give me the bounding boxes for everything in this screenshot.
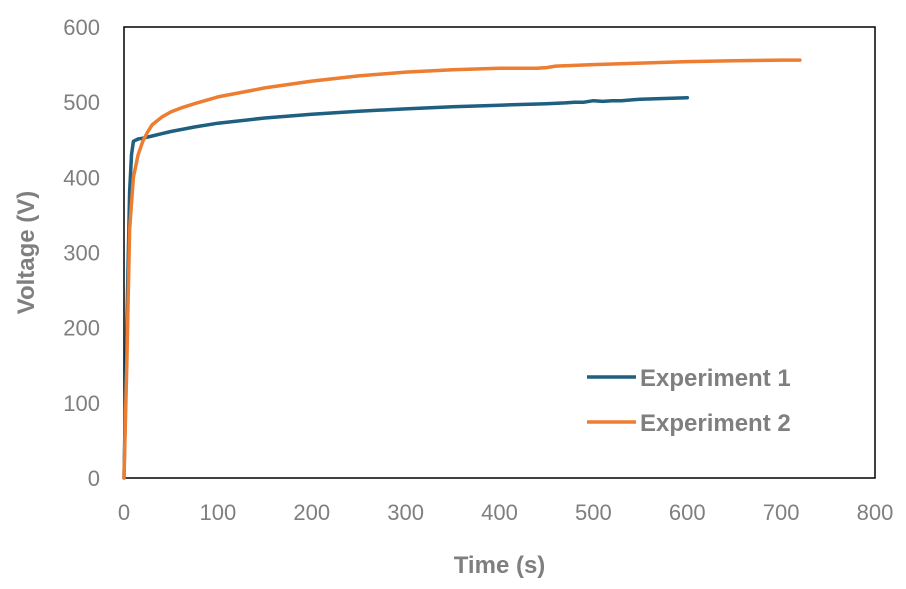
x-tick-label: 800: [857, 500, 894, 525]
y-tick-label: 400: [63, 165, 100, 190]
y-axis-title: Voltage (V): [13, 191, 40, 315]
y-tick-label: 100: [63, 391, 100, 416]
legend-label-experiment-1: Experiment 1: [640, 365, 791, 392]
y-tick-label: 200: [63, 316, 100, 341]
legend-label-experiment-2: Experiment 2: [640, 410, 791, 437]
series-line-experiment-2: [122, 58, 802, 480]
y-tick-label: 0: [88, 466, 100, 491]
y-tick-label: 300: [63, 241, 100, 266]
y-axis-ticks: 0 100 200 300 400 500 600: [63, 15, 100, 491]
x-tick-label: 400: [481, 500, 518, 525]
legend: Experiment 1 Experiment 2: [587, 365, 791, 437]
x-axis-title: Time (s): [454, 552, 546, 579]
y-tick-label: 500: [63, 90, 100, 115]
x-tick-label: 600: [669, 500, 706, 525]
x-tick-label: 0: [118, 500, 130, 525]
y-tick-label: 600: [63, 15, 100, 40]
x-tick-label: 300: [387, 500, 424, 525]
x-tick-label: 100: [200, 500, 237, 525]
x-tick-label: 200: [293, 500, 330, 525]
x-tick-label: 500: [575, 500, 612, 525]
x-axis-ticks: 0 100 200 300 400 500 600 700 800: [118, 500, 893, 525]
series-line-experiment-1: [122, 95, 690, 480]
x-tick-label: 700: [763, 500, 800, 525]
series-layer: [122, 58, 802, 480]
plot-area-frame: [123, 26, 876, 479]
